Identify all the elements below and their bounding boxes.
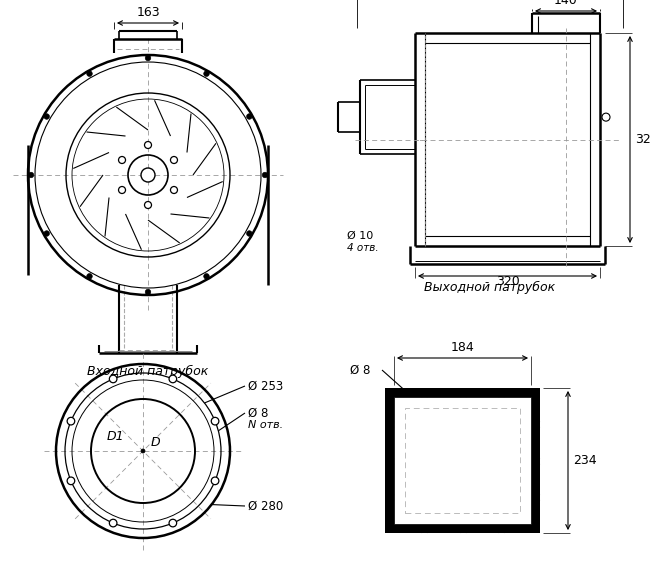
Circle shape: [144, 202, 151, 208]
Text: N отв.: N отв.: [248, 420, 283, 430]
Text: 234: 234: [573, 454, 597, 467]
Circle shape: [67, 417, 75, 425]
Text: Выходной патрубок: Выходной патрубок: [424, 281, 556, 294]
Text: D: D: [150, 436, 160, 449]
Circle shape: [246, 231, 252, 236]
Circle shape: [28, 172, 34, 178]
Circle shape: [170, 187, 177, 194]
Circle shape: [109, 375, 117, 383]
Circle shape: [211, 477, 219, 485]
Text: Ø 8: Ø 8: [248, 407, 268, 420]
Circle shape: [141, 449, 145, 453]
Circle shape: [141, 168, 155, 182]
Circle shape: [109, 519, 117, 527]
Text: 4 отв.: 4 отв.: [347, 243, 378, 253]
Circle shape: [145, 289, 151, 295]
Text: Ø 10: Ø 10: [347, 231, 373, 241]
Text: Ø 280: Ø 280: [248, 500, 283, 513]
Circle shape: [169, 519, 177, 527]
Text: 320: 320: [495, 275, 519, 288]
Circle shape: [170, 156, 177, 163]
Circle shape: [144, 142, 151, 148]
Circle shape: [203, 274, 209, 279]
Text: Ø 253: Ø 253: [248, 380, 283, 392]
Text: 320: 320: [635, 133, 650, 146]
Text: Входной патрубок: Входной патрубок: [87, 365, 209, 378]
Circle shape: [86, 274, 92, 279]
Text: 184: 184: [450, 341, 474, 354]
Text: Ø 8: Ø 8: [350, 364, 370, 376]
Circle shape: [203, 71, 209, 77]
Circle shape: [211, 417, 219, 425]
Text: 163: 163: [136, 6, 160, 19]
Circle shape: [169, 375, 177, 383]
Circle shape: [145, 55, 151, 61]
Bar: [394, 397, 531, 524]
Circle shape: [118, 156, 125, 163]
Circle shape: [86, 71, 92, 77]
Circle shape: [118, 187, 125, 194]
Text: D1: D1: [106, 429, 124, 443]
Text: 140: 140: [554, 0, 578, 7]
Bar: [385, 388, 540, 533]
Bar: [405, 408, 520, 513]
Circle shape: [44, 114, 49, 119]
Circle shape: [44, 231, 49, 236]
Circle shape: [67, 477, 75, 485]
Circle shape: [246, 114, 252, 119]
Circle shape: [262, 172, 268, 178]
